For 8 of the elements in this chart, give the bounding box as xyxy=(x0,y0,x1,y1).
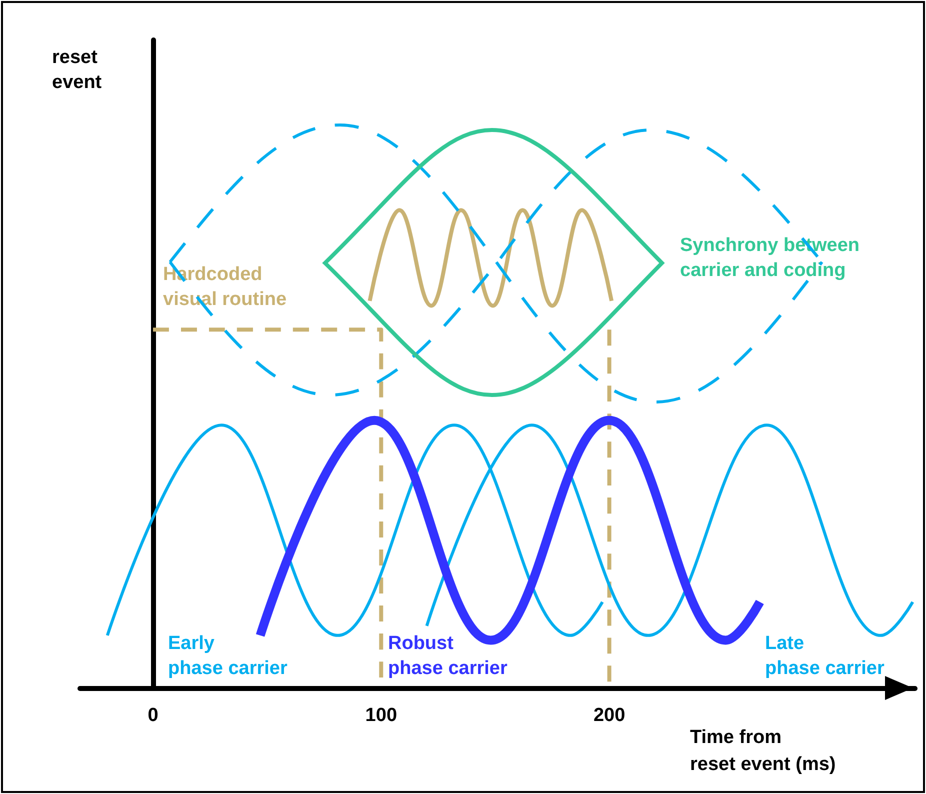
annotation: Early phase carrier xyxy=(168,633,288,679)
annotation: Late phase carrier xyxy=(765,633,885,679)
text: reset event xyxy=(52,47,102,93)
annotation: Robust phase carrier xyxy=(388,633,508,679)
x-tick-label: 100 xyxy=(365,705,397,726)
x-tick-label: 200 xyxy=(593,705,626,726)
x-axis-title: Time from reset event (ms) xyxy=(690,727,836,775)
x-tick-label: 0 xyxy=(148,705,158,726)
